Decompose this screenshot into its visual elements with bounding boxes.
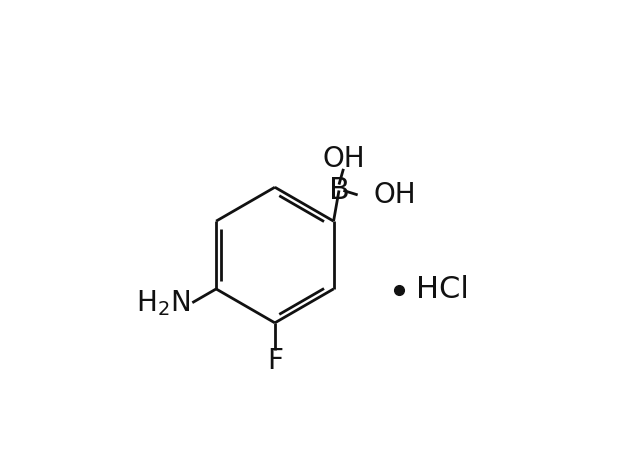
Text: OH: OH (373, 181, 416, 209)
Text: HCl: HCl (416, 275, 469, 304)
Text: F: F (267, 347, 283, 375)
Text: OH: OH (322, 145, 365, 173)
Text: $\mathdefault{H_2N}$: $\mathdefault{H_2N}$ (136, 288, 191, 317)
Text: B: B (328, 176, 349, 205)
